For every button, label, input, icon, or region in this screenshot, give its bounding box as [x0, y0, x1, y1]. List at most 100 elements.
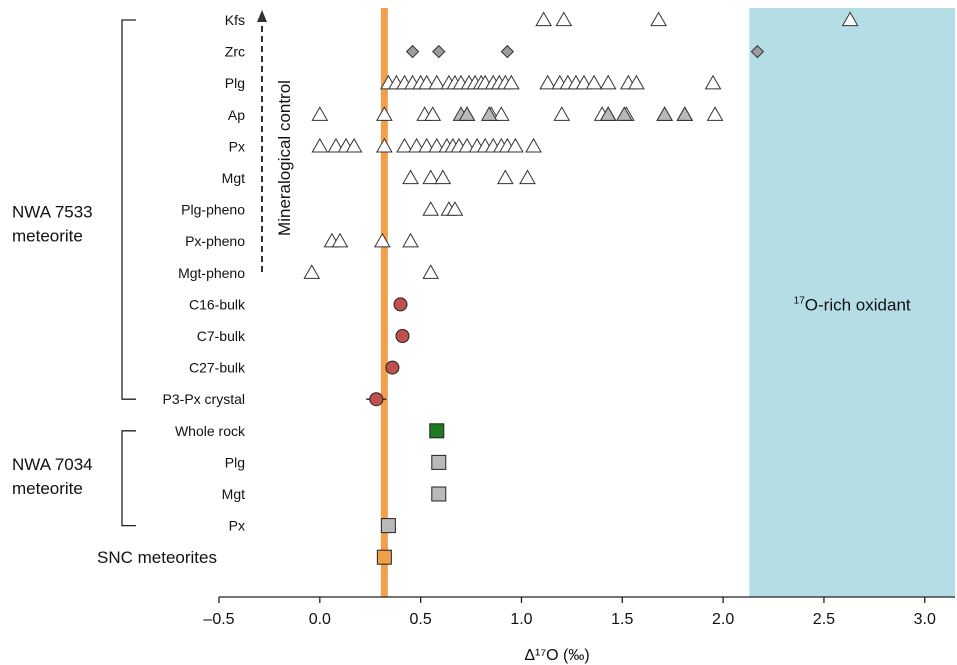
triangle-marker — [525, 137, 542, 153]
triangle-marker — [422, 201, 440, 216]
row-label: C27-bulk — [189, 360, 246, 376]
oxidant-region-label: 17O-rich oxidant — [794, 295, 911, 314]
snc-meteorites-label: SNC meteorites — [97, 548, 217, 567]
triangle-marker — [507, 137, 524, 153]
triangle-marker — [706, 106, 724, 121]
row-label: C7-bulk — [197, 328, 246, 344]
circle-marker — [395, 329, 410, 343]
triangle-marker — [418, 74, 436, 90]
triangle-marker — [345, 137, 363, 153]
triangle-marker-grey — [676, 106, 694, 121]
oxidant-region — [749, 8, 955, 597]
triangle-marker — [422, 264, 440, 279]
group-bracket — [121, 430, 136, 527]
triangle-marker — [422, 169, 440, 185]
row-label: Mgt-pheno — [178, 265, 245, 281]
x-tick-label: 2.5 — [813, 611, 835, 628]
triangle-marker — [402, 232, 419, 248]
triangle-marker — [373, 232, 391, 248]
row-label: Whole rock — [175, 423, 246, 439]
x-tick-label: –0.5 — [203, 611, 234, 628]
row-label: Mgt — [222, 486, 245, 502]
triangle-marker — [446, 201, 464, 216]
triangle-marker — [375, 106, 393, 121]
triangle-marker — [331, 232, 349, 248]
row-label: Plg — [225, 75, 245, 91]
x-tick-label: 2.0 — [712, 611, 734, 628]
diamond-marker — [405, 44, 420, 59]
mineralogical-control-arrow — [257, 10, 267, 272]
triangle-marker — [408, 137, 425, 153]
triangle-marker — [519, 169, 536, 185]
square-marker — [429, 423, 445, 439]
circle-marker — [385, 360, 400, 375]
circle-marker — [369, 392, 384, 407]
triangle-marker — [311, 106, 329, 121]
circle-marker — [393, 297, 408, 312]
group-label: meteorite — [12, 479, 83, 498]
row-label: Ap — [228, 107, 245, 123]
row-label: Plg-pheno — [181, 202, 245, 218]
row-label: Px — [229, 518, 245, 534]
triangle-marker — [650, 11, 667, 27]
triangle-marker — [535, 11, 553, 27]
triangle-marker — [428, 137, 446, 153]
triangle-marker — [841, 11, 859, 27]
row-label: Plg — [225, 454, 245, 470]
oxidant-label-superscript: 17 — [794, 295, 806, 306]
x-tick-label: 0.0 — [309, 611, 331, 628]
arrow-head — [257, 10, 267, 22]
x-axis: –0.5 0.0 0.5 1.0 1.5 2.0 2.5 3.0 — [203, 596, 955, 628]
mineralogical-control-label: Mineralogical control — [275, 80, 294, 236]
triangle-marker — [424, 106, 442, 121]
row-label: Mgt — [222, 170, 245, 186]
data-marks — [303, 11, 859, 565]
triangle-marker — [428, 74, 446, 90]
triangle-marker — [599, 74, 617, 90]
square-marker — [380, 518, 396, 534]
triangle-marker — [575, 74, 593, 90]
x-tick-label: 0.5 — [410, 611, 432, 628]
row-label: Kfs — [225, 12, 245, 28]
diamond-marker — [500, 44, 515, 59]
triangle-marker — [539, 74, 557, 90]
row-label: P3-Px crystal — [163, 391, 245, 407]
triangle-marker — [434, 169, 452, 185]
triangle-marker — [458, 137, 476, 153]
triangle-marker-grey — [480, 106, 498, 121]
row-label: C16-bulk — [189, 296, 246, 312]
triangle-marker — [628, 74, 645, 90]
triangle-marker — [496, 169, 514, 185]
row-label: Px-pheno — [185, 233, 245, 249]
x-tick-label: 3.0 — [914, 611, 936, 628]
x-tick-label: 1.0 — [510, 611, 532, 628]
triangle-marker — [303, 264, 321, 279]
group-label: meteorite — [12, 226, 83, 245]
group-labels: NWA 7533 meteorite NWA 7034 meteorite — [12, 202, 93, 498]
row-label: Zrc — [225, 44, 245, 60]
x-axis-label: Δ¹⁷O (‰) — [524, 647, 589, 664]
triangle-marker — [327, 137, 345, 153]
group-label: NWA 7034 — [12, 455, 93, 474]
triangle-marker — [555, 11, 573, 27]
triangle-marker — [375, 137, 393, 153]
group-bracket — [121, 19, 136, 400]
row-labels: Kfs Zrc Plg Ap Px Mgt Plg-pheno Px-pheno Mgt-phe… — [163, 12, 246, 534]
diamond-marker — [432, 44, 446, 59]
square-marker — [431, 486, 447, 502]
triangle-marker — [396, 137, 413, 153]
triangle-marker — [418, 137, 436, 153]
triangle-marker-grey — [656, 106, 673, 121]
x-tick-label: 1.5 — [611, 611, 633, 628]
triangle-marker-grey — [458, 106, 476, 121]
triangle-marker-grey — [615, 106, 633, 121]
triangle-marker — [585, 74, 603, 90]
triangle-marker-grey — [599, 106, 617, 121]
row-label: Px — [229, 138, 245, 154]
oxidant-label-text: O-rich oxidant — [805, 295, 911, 314]
group-label: NWA 7533 — [12, 202, 93, 221]
diamond-marker — [750, 44, 765, 59]
triangle-marker — [492, 106, 510, 121]
square-marker — [431, 454, 447, 470]
